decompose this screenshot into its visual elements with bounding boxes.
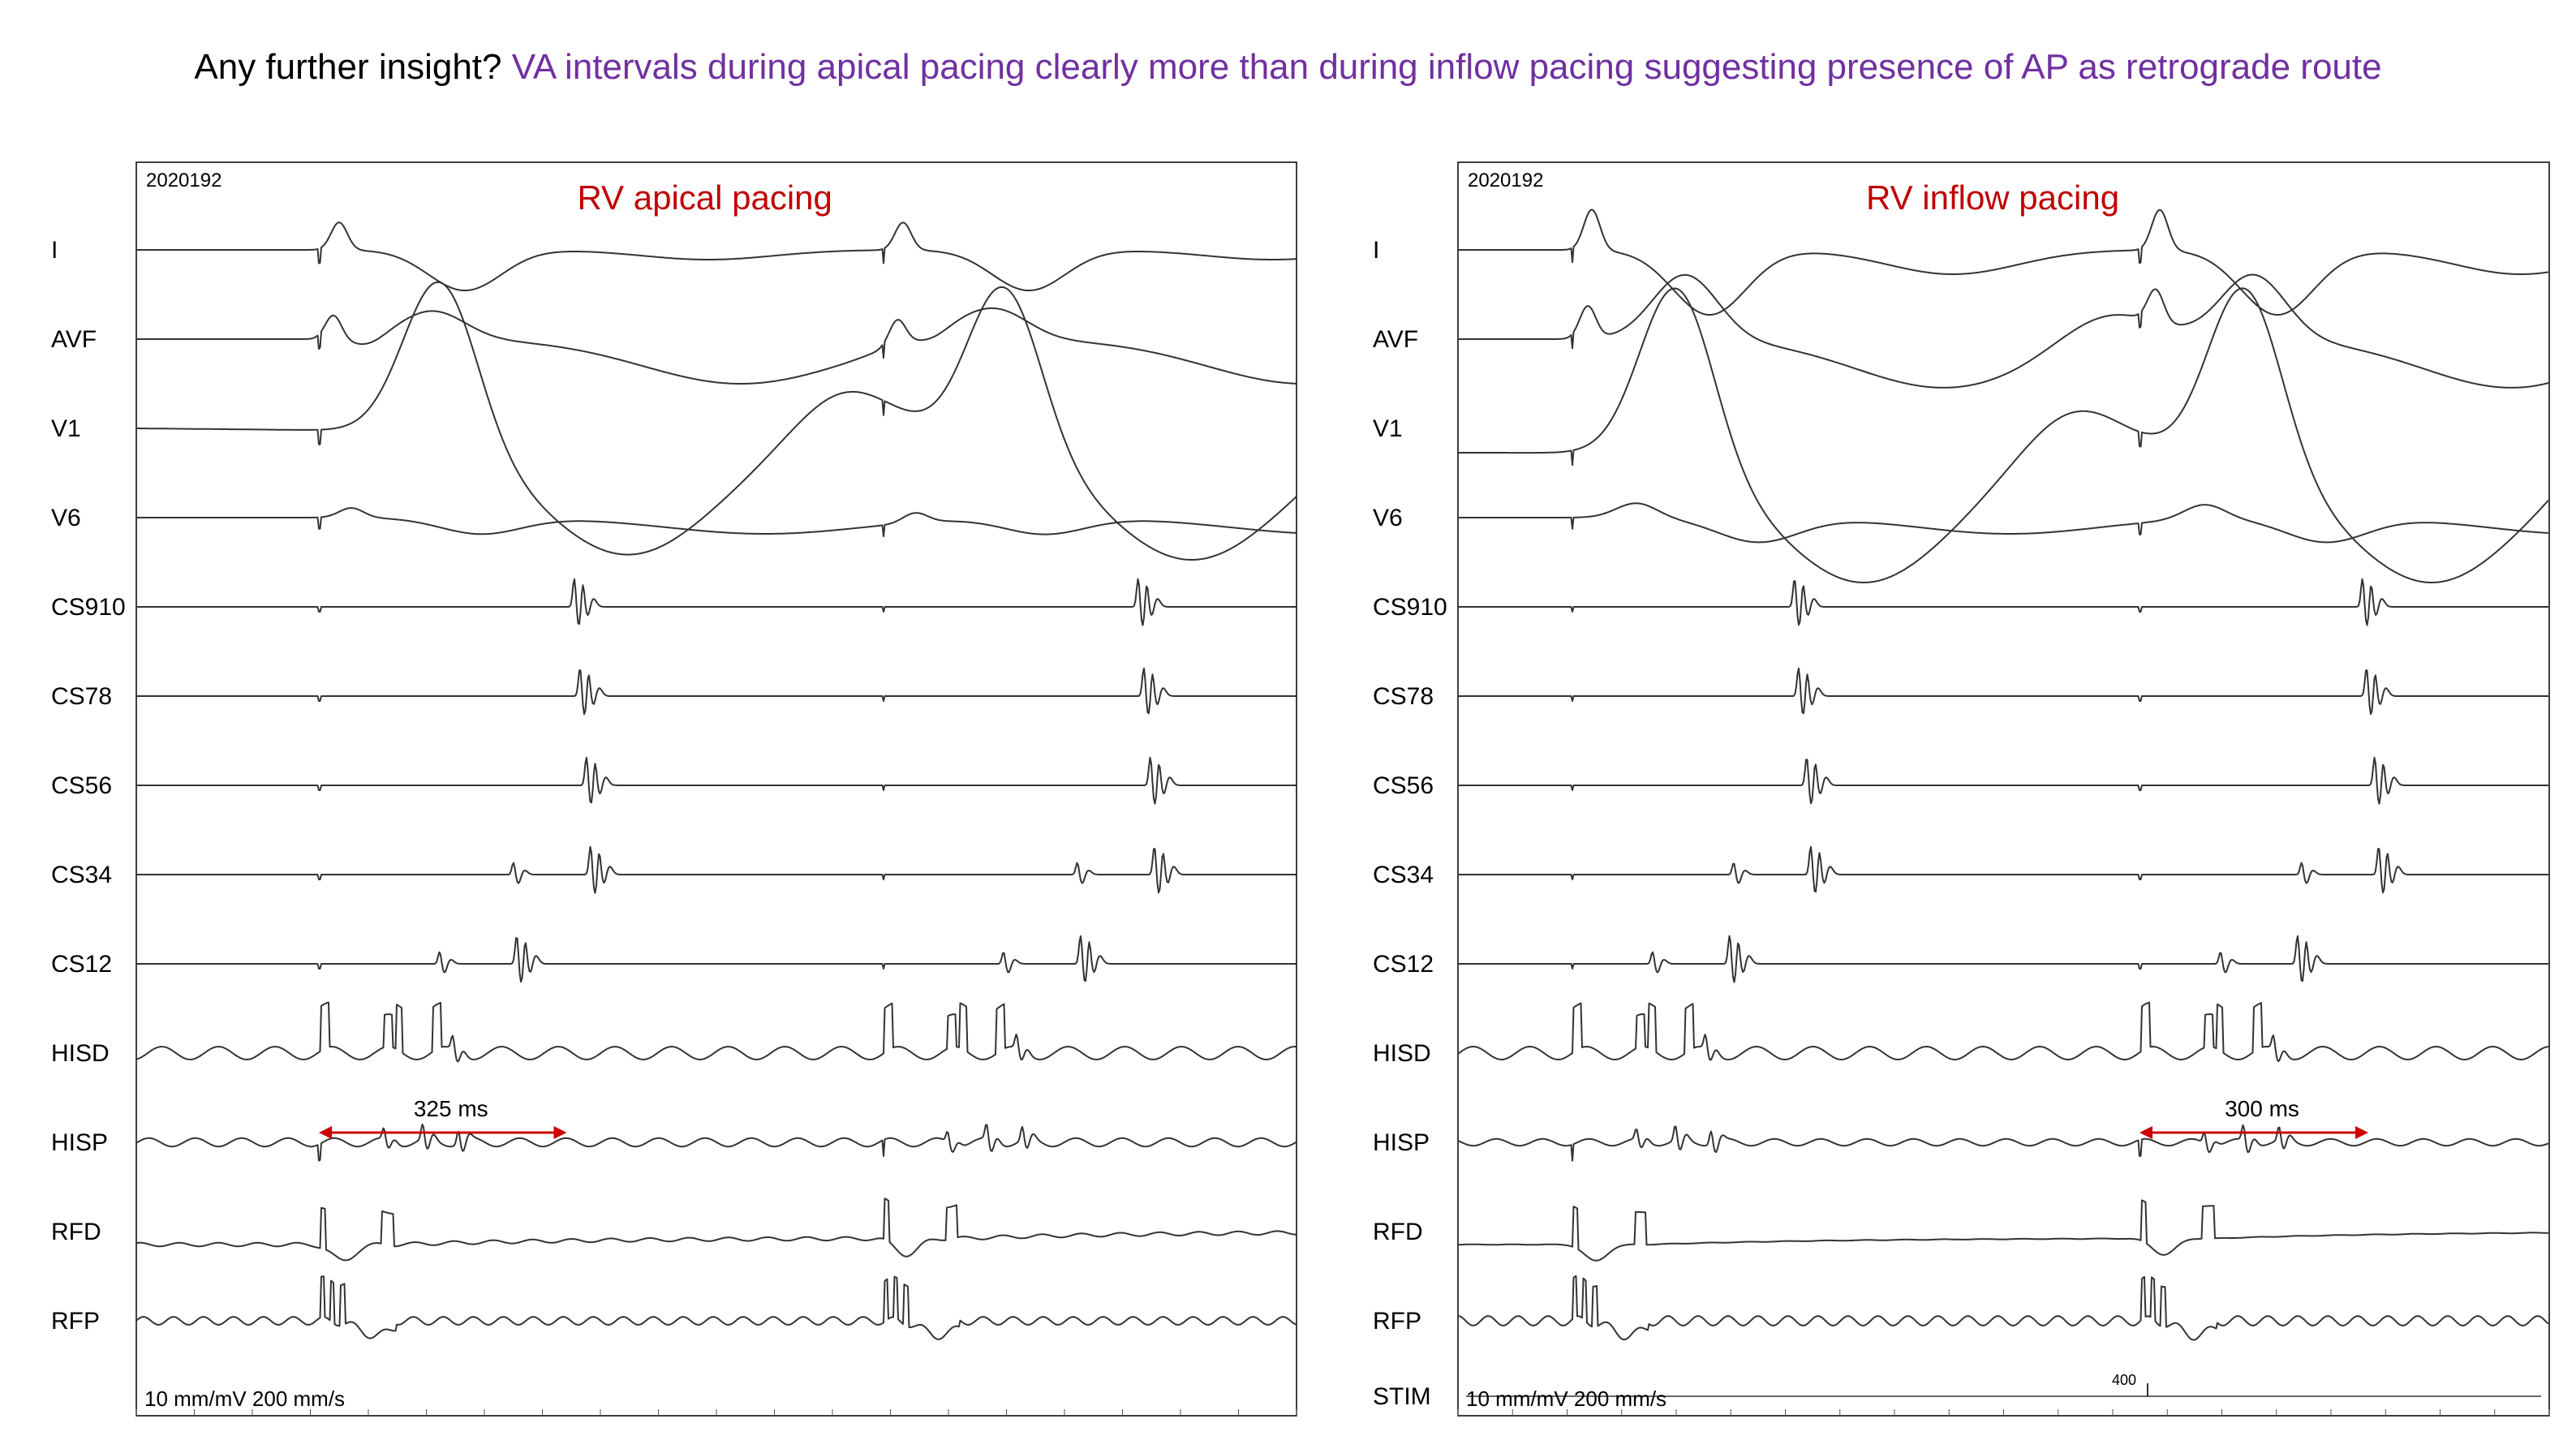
panel-rv-apical-pacing: 2020192 RV apical pacing I AVF V1 V6 CS910 CS78…: [51, 161, 1297, 1417]
lead-label-i: I: [1373, 237, 1379, 264]
panel-title: RV apical pacing: [577, 178, 832, 217]
slide-title: Any further insight? VA intervals during…: [0, 47, 2576, 88]
ecg-trace-cs910: [136, 578, 1297, 626]
lead-label-hisp: HISP: [1373, 1129, 1430, 1156]
ecg-trace-avf: [1458, 273, 2549, 389]
ecg-trace-v6: [1458, 502, 2549, 544]
question-text: Any further insight?: [194, 47, 502, 87]
va-interval-arrow-head-right: [2355, 1126, 2368, 1139]
answer-text: VA intervals during apical pacing clearl…: [511, 47, 2382, 87]
stim-marker-label: 400: [2112, 1372, 2136, 1388]
ecg-trace-hisp: [1457, 1124, 2549, 1162]
ecg-trace-rfd: [1458, 1199, 2548, 1262]
ecg-trace-v1: [136, 281, 1297, 561]
ecg-trace-hisp: [135, 1123, 1297, 1162]
lead-label-stim: STIM: [1373, 1383, 1431, 1410]
ecg-trace-cs12: [136, 935, 1297, 983]
lead-label-cs910: CS910: [1373, 594, 1447, 621]
lead-label-v6: V6: [1373, 505, 1403, 531]
lead-label-rfp: RFP: [51, 1308, 100, 1335]
lead-label-rfd: RFD: [51, 1219, 101, 1245]
record-id: 2020192: [1468, 170, 1543, 191]
scale-label: 10 mm/mV 200 mm/s: [144, 1387, 345, 1411]
lead-label-rfd: RFD: [1373, 1219, 1423, 1245]
ecg-trace-rfp: [135, 1275, 1297, 1340]
lead-label-cs56: CS56: [51, 772, 112, 799]
lead-label-hisd: HISD: [51, 1040, 110, 1067]
va-interval-label: 325 ms: [414, 1096, 488, 1121]
ecg-trace-v6: [136, 507, 1297, 538]
lead-label-cs78: CS78: [51, 683, 112, 710]
ecg-trace-avf: [136, 307, 1297, 385]
record-id: 2020192: [146, 170, 221, 191]
ecg-trace-hisd: [1457, 1001, 2549, 1063]
tracing-frame: [1457, 161, 2550, 1417]
scale-label: 10 mm/mV 200 mm/s: [1466, 1387, 1666, 1411]
ecg-trace-v1: [1458, 287, 2549, 583]
ecg-trace-cs78: [1458, 667, 2548, 716]
ecg-trace-i: [136, 221, 1297, 291]
ecg-trace-cs78: [136, 667, 1297, 716]
lead-label-i: I: [51, 237, 58, 264]
va-interval-arrow-head-left: [2139, 1126, 2152, 1139]
lead-label-cs34: CS34: [1373, 862, 1434, 888]
ecg-trace-rfd: [135, 1197, 1297, 1262]
ecg-trace-cs34: [1458, 845, 2548, 894]
lead-label-v1: V1: [1373, 415, 1403, 442]
lead-label-hisp: HISP: [51, 1129, 108, 1156]
lead-label-rfp: RFP: [1373, 1308, 1421, 1335]
lead-label-cs12: CS12: [1373, 951, 1434, 978]
panel-rv-inflow-pacing: 2020192 RV inflow pacing I AVF V1 V6 CS910 CS78…: [1373, 161, 2550, 1417]
lead-label-v6: V6: [51, 505, 81, 531]
ecg-trace-cs12: [1458, 935, 2548, 983]
va-interval-arrow-head-right: [553, 1126, 567, 1139]
tracing-frame: [135, 161, 1297, 1417]
ecg-trace-cs56: [1458, 756, 2548, 805]
ecg-trace-hisd: [135, 1001, 1297, 1063]
ecg-trace-rfp: [1457, 1275, 2549, 1341]
ecg-trace-cs910: [1458, 578, 2548, 626]
lead-label-cs910: CS910: [51, 594, 126, 621]
va-interval-arrow-head-left: [319, 1126, 332, 1139]
lead-label-v1: V1: [51, 415, 81, 442]
lead-label-hisd: HISD: [1373, 1040, 1431, 1067]
lead-label-cs12: CS12: [51, 951, 112, 978]
lead-label-avf: AVF: [1373, 326, 1418, 353]
panel-title: RV inflow pacing: [1866, 178, 2119, 217]
lead-label-avf: AVF: [51, 326, 97, 353]
ecg-trace-cs56: [136, 756, 1297, 805]
lead-label-cs78: CS78: [1373, 683, 1434, 710]
lead-label-cs34: CS34: [51, 862, 112, 888]
lead-label-cs56: CS56: [1373, 772, 1434, 799]
ecg-trace-i: [1458, 209, 2549, 316]
ecg-trace-cs34: [136, 845, 1297, 894]
va-interval-label: 300 ms: [2225, 1096, 2299, 1121]
